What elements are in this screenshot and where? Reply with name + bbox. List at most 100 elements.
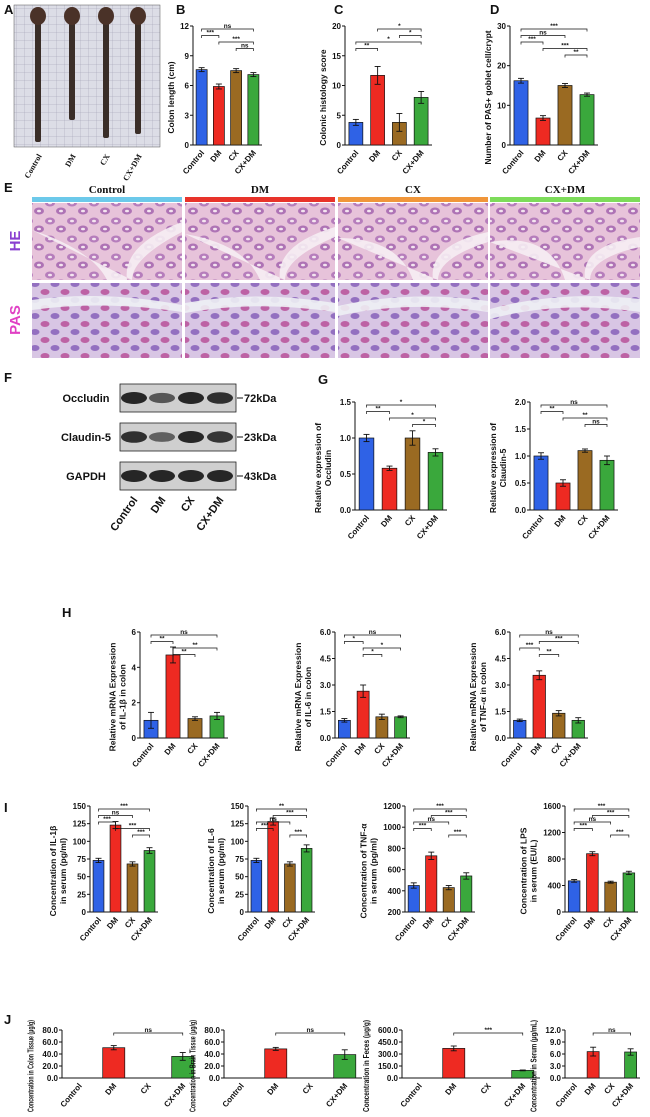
band: [149, 392, 175, 404]
y-axis-label: Concentration of TNF-α: [359, 823, 369, 919]
y-axis-label: Number of PAS+ goblet cell/crypt: [483, 30, 493, 164]
y-tick-label: 100: [73, 837, 87, 846]
bar: [264, 1048, 288, 1079]
x-tick-label: Control: [181, 149, 206, 177]
significance-label: ns: [589, 816, 597, 823]
significance-bracket: [256, 808, 307, 812]
y-tick-label: 125: [73, 820, 87, 829]
error-bar: [233, 68, 240, 74]
bar: [381, 467, 398, 511]
x-tick-label: CX: [390, 148, 404, 163]
error-bar: [432, 448, 439, 457]
y-tick-label: 4.5: [320, 655, 332, 664]
panel-label: A: [4, 2, 14, 17]
panel-label: H: [62, 605, 71, 620]
x-tick-label: CX: [601, 915, 615, 930]
significance-label: **: [159, 636, 165, 643]
y-axis-label: of IL-1β in colon: [117, 664, 127, 730]
x-tick-label: CX+DM: [324, 1081, 349, 1109]
error-bar: [518, 77, 524, 84]
significance-bracket: [520, 28, 588, 32]
y-tick-label: 3.0: [320, 681, 332, 690]
y-axis-label: in serum (pg/ml): [369, 838, 379, 904]
y-axis-label: Concentration of LPS: [519, 827, 529, 914]
y-tick-label: 75: [77, 855, 86, 864]
significance-bracket: [540, 411, 564, 414]
significance-label: **: [375, 406, 381, 413]
significance-bracket: [362, 647, 401, 651]
y-axis-label: of IL-6 in colon: [303, 667, 313, 727]
significance-bracket: [172, 647, 218, 651]
error-bar: [192, 716, 198, 721]
panel-label: B: [176, 2, 185, 17]
x-tick-label: Control: [399, 1082, 424, 1110]
bar: [442, 1048, 466, 1079]
y-tick-label: 20.0: [42, 1062, 58, 1071]
error-bar: [450, 1045, 457, 1052]
significance-label: ***: [579, 823, 587, 830]
bar: [413, 97, 429, 146]
lumen: [338, 232, 488, 280]
x-tick-label: Control: [130, 742, 155, 770]
lane-label: DM: [149, 495, 169, 516]
significance-label: **: [549, 406, 555, 413]
significance-bracket: [115, 828, 150, 831]
y-axis-label: in serum (pg/ml): [58, 838, 68, 904]
lane-label: Control: [108, 495, 140, 534]
x-tick-label: CX: [227, 148, 241, 163]
column-header: CX+DM: [545, 184, 586, 196]
y-tick-label: 0.5: [515, 479, 527, 488]
significance-bracket: [389, 417, 436, 421]
significance-bracket: [448, 834, 467, 838]
panel-label: F: [4, 370, 12, 385]
significance-label: *: [371, 649, 374, 656]
x-tick-label: DM: [265, 1081, 280, 1097]
bar: [165, 654, 181, 739]
significance-bracket: [538, 654, 560, 657]
y-axis-label: Occludin: [323, 450, 333, 486]
lumen: [490, 296, 640, 319]
bar: [143, 850, 156, 913]
significance-bracket: [520, 35, 566, 38]
bar: [375, 716, 389, 739]
significance-bracket: [355, 48, 378, 51]
lumen: [32, 296, 182, 312]
y-tick-label: 6.0: [320, 628, 332, 637]
bar: [250, 860, 263, 913]
error-bar: [179, 1052, 186, 1061]
significance-bracket: [113, 1032, 184, 1036]
error-bar: [604, 455, 610, 466]
y-tick-label: 80.0: [42, 1026, 58, 1035]
group-bar: [490, 197, 640, 202]
significance-bracket: [344, 634, 401, 638]
y-tick-label: 12: [180, 22, 189, 31]
x-tick-label: DM: [367, 148, 382, 164]
x-tick-label: DM: [105, 915, 120, 931]
y-axis-label: Relative mRNA Expression: [293, 643, 303, 752]
bar: [557, 85, 573, 146]
band: [149, 470, 175, 482]
group-label: CX+DM: [121, 152, 144, 182]
bar: [460, 875, 473, 913]
bar: [552, 712, 566, 739]
y-axis-label: Concentration in Serum (μg/mL): [529, 1020, 539, 1112]
significance-bracket: [520, 41, 544, 45]
band: [121, 431, 147, 443]
y-tick-label: 1.0: [340, 434, 352, 443]
x-tick-label: Control: [78, 916, 103, 944]
error-bar: [536, 670, 543, 681]
colon-tissue: [69, 12, 75, 120]
colon-tissue: [35, 12, 41, 142]
x-tick-label: CX: [602, 1081, 616, 1096]
error-bar: [409, 430, 416, 446]
significance-label: ***: [526, 642, 534, 649]
y-axis-label: Colon length (cm): [166, 61, 176, 133]
significance-label: ***: [598, 803, 606, 810]
lumen: [32, 222, 182, 280]
bar: [247, 74, 260, 146]
y-tick-label: 1200: [383, 802, 401, 811]
x-tick-label: CX: [549, 741, 563, 756]
size-label: 72kDa: [244, 393, 277, 405]
significance-label: **: [573, 49, 579, 56]
